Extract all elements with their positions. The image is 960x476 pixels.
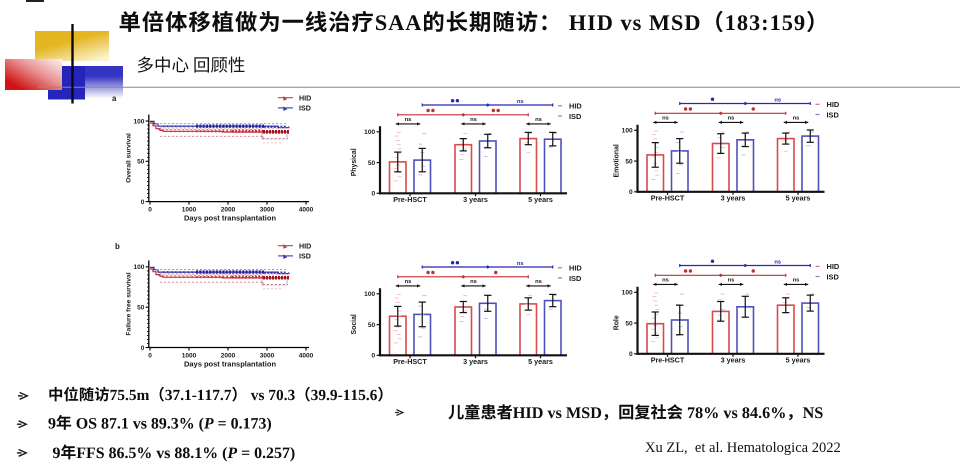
svg-text:0: 0	[629, 189, 633, 196]
svg-text:HID: HID	[827, 100, 840, 109]
svg-text:Pre-HSCT: Pre-HSCT	[651, 356, 685, 365]
svg-text:ISD: ISD	[569, 112, 582, 121]
svg-text:0: 0	[141, 345, 145, 352]
svg-text:Pre-HSCT: Pre-HSCT	[651, 194, 685, 203]
svg-text:ns: ns	[662, 116, 669, 122]
svg-text:Xu ZL, et al. Hematologica 20: Xu ZL, et al. Hematologica 2022	[645, 440, 841, 456]
svg-text:50: 50	[625, 321, 633, 328]
svg-text:3 years: 3 years	[721, 194, 746, 203]
svg-text:5 years: 5 years	[528, 195, 553, 204]
svg-text:3000: 3000	[260, 352, 275, 359]
svg-text:Pre-HSCT: Pre-HSCT	[393, 195, 427, 204]
svg-text:ns: ns	[662, 278, 669, 284]
svg-text:ns: ns	[470, 279, 477, 285]
svg-text:Days post transplantation: Days post transplantation	[184, 360, 277, 369]
svg-text:ns: ns	[774, 259, 781, 265]
svg-text:4000: 4000	[299, 352, 314, 359]
svg-text:3 years: 3 years	[463, 357, 488, 366]
svg-text:50: 50	[368, 322, 376, 329]
svg-text:3 years: 3 years	[721, 356, 746, 365]
svg-text:ns: ns	[405, 117, 412, 123]
svg-text:0: 0	[141, 199, 145, 206]
svg-text:b: b	[115, 242, 120, 251]
svg-text:HID: HID	[569, 264, 582, 273]
svg-text:ns: ns	[405, 279, 412, 285]
svg-text:HID: HID	[299, 242, 311, 250]
svg-text:Physical: Physical	[351, 148, 358, 176]
svg-text:5 years: 5 years	[786, 194, 811, 203]
svg-text:ISD: ISD	[299, 105, 311, 113]
svg-text:50: 50	[137, 159, 145, 166]
svg-text:Failure free survival: Failure free survival	[126, 272, 133, 335]
svg-text:0: 0	[372, 191, 376, 198]
svg-text:ns: ns	[793, 278, 800, 284]
svg-text:Days post transplantation: Days post transplantation	[184, 214, 277, 223]
svg-text:HID: HID	[827, 262, 840, 271]
svg-text:50: 50	[368, 160, 376, 167]
svg-text:Social: Social	[351, 314, 358, 334]
svg-text:0: 0	[629, 351, 633, 358]
svg-text:ns: ns	[517, 99, 524, 105]
svg-text:3000: 3000	[260, 206, 275, 213]
svg-text:ns: ns	[793, 116, 800, 122]
svg-text:100: 100	[134, 118, 145, 125]
svg-text:100: 100	[364, 129, 375, 136]
svg-text:1000: 1000	[182, 206, 197, 213]
svg-text:ISD: ISD	[299, 253, 311, 261]
svg-text:HID: HID	[299, 94, 311, 102]
svg-text:ns: ns	[470, 117, 477, 123]
svg-text:0: 0	[372, 353, 376, 360]
svg-text:ns: ns	[535, 117, 542, 123]
svg-text:ns: ns	[728, 278, 735, 284]
svg-text:100: 100	[364, 291, 375, 298]
svg-text:100: 100	[622, 290, 633, 297]
svg-text:0: 0	[148, 352, 152, 359]
svg-text:ISD: ISD	[827, 110, 840, 119]
svg-text:0: 0	[148, 206, 152, 213]
svg-text:ns: ns	[517, 261, 524, 267]
svg-text:ISD: ISD	[827, 272, 840, 281]
svg-text:4000: 4000	[299, 206, 314, 213]
svg-text:ns: ns	[728, 116, 735, 122]
svg-text:5 years: 5 years	[528, 357, 553, 366]
svg-text:50: 50	[625, 159, 633, 166]
svg-text:5 years: 5 years	[786, 356, 811, 365]
svg-text:2000: 2000	[221, 206, 236, 213]
svg-text:100: 100	[622, 128, 633, 135]
svg-text:HID: HID	[569, 102, 582, 111]
svg-text:Overall survival: Overall survival	[126, 133, 133, 183]
svg-text:ISD: ISD	[569, 274, 582, 283]
svg-text:a: a	[112, 94, 117, 103]
svg-text:100: 100	[134, 264, 145, 271]
svg-text:Emotional: Emotional	[614, 144, 621, 177]
svg-text:3 years: 3 years	[463, 195, 488, 204]
svg-text:ns: ns	[535, 279, 542, 285]
svg-text:ns: ns	[774, 97, 781, 103]
svg-text:Role: Role	[614, 315, 621, 330]
svg-text:1000: 1000	[182, 352, 197, 359]
svg-text:50: 50	[137, 305, 145, 312]
svg-text:2000: 2000	[221, 352, 236, 359]
svg-text:Pre-HSCT: Pre-HSCT	[393, 357, 427, 366]
